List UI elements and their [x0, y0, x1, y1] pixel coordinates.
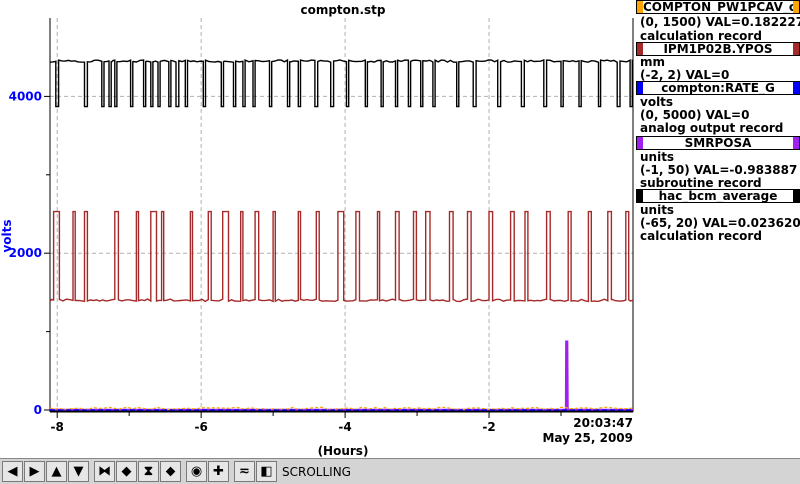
series-ipm1p02b-ypos	[49, 58, 634, 108]
legend-swatch-right	[793, 82, 799, 94]
legend-swatch-right	[793, 43, 799, 55]
legend-name-box[interactable]: COMPTON_PW1PCAV_ca	[636, 0, 800, 14]
zoom-in-y-icon: ⧗	[143, 464, 154, 479]
zoom-out-x-button[interactable]: ◆	[116, 461, 137, 482]
x-tick-label: -6	[194, 420, 207, 434]
y-tick-label: 0	[34, 403, 42, 417]
zoom-out-icon: ◉	[190, 464, 203, 479]
legend: COMPTON_PW1PCAV_ca (0, 1500) VAL=0.18222…	[636, 0, 800, 456]
legend-name-box[interactable]: hac_bcm_average	[636, 189, 800, 203]
legend-record: calculation record	[640, 29, 762, 43]
zoom-out-y-button[interactable]: ⬥	[160, 461, 181, 482]
y-tick-label: 4000	[9, 89, 42, 103]
scroll-left-icon: ◀	[7, 464, 18, 479]
legend-swatch	[637, 137, 643, 149]
zoom-out-button[interactable]: ◉	[186, 461, 207, 482]
legend-range: (-65, 20) VAL=0.0236208	[640, 216, 800, 230]
legend-range: (-1, 50) VAL=-0.983887	[640, 163, 798, 177]
zoom-in-icon: ✚	[213, 464, 224, 479]
x-tick-label: -8	[51, 420, 64, 434]
end-date-label: May 25, 2009	[542, 431, 633, 445]
toolbar: ◀ ▶ ▲ ▼ ⧓ ◆ ⧗ ⬥ ◉ ✚ ≂ ◧ SCROLLING	[0, 458, 800, 484]
legend-name-box[interactable]: IPM1P02B.YPOS	[636, 42, 800, 56]
zoom-in-y-button[interactable]: ⧗	[138, 461, 159, 482]
scroll-down-button[interactable]: ▼	[68, 461, 89, 482]
x-tick-label: -2	[482, 420, 495, 434]
mode-status: SCROLLING	[282, 464, 351, 479]
config-button[interactable]: ≂	[234, 461, 255, 482]
scroll-right-button[interactable]: ▶	[24, 461, 45, 482]
zoom-in-button[interactable]: ✚	[208, 461, 229, 482]
x-tick-label: -4	[338, 420, 351, 434]
legend-swatch-right	[793, 1, 799, 13]
x-axis-title: (Hours)	[318, 444, 369, 458]
legend-units: units	[640, 203, 675, 217]
scroll-up-icon: ▲	[51, 464, 62, 479]
scroll-right-icon: ▶	[29, 464, 40, 479]
chart-title: compton.stp	[300, 3, 385, 17]
legend-range: (0, 1500) VAL=0.182227	[640, 15, 800, 29]
legend-range: (0, 5000) VAL=0	[640, 108, 750, 122]
legend-swatch-right	[793, 190, 799, 202]
series-layer	[49, 58, 634, 412]
config-icon: ≂	[239, 464, 250, 479]
legend-units: units	[640, 150, 675, 164]
legend-name: hac_bcm_average	[658, 190, 778, 202]
zoom-in-x-icon: ⧓	[98, 464, 111, 479]
legend-swatch-right	[793, 137, 799, 149]
stripchart-plot[interactable]: compton.stp 0 2000 4000 -8 -6 -4 -2 volts (Hou…	[0, 0, 800, 458]
legend-swatch	[637, 43, 643, 55]
y-tick-label: 2000	[9, 246, 42, 260]
end-time-label: 20:03:47	[573, 416, 633, 430]
scroll-down-icon: ▼	[73, 464, 84, 479]
series-compton-rate-g	[49, 210, 634, 303]
legend-units: volts	[640, 95, 674, 109]
zoom-in-x-button[interactable]: ⧓	[94, 461, 115, 482]
legend-units: mm	[640, 55, 666, 69]
legend-record: analog output record	[640, 121, 784, 135]
legend-record: subroutine record	[640, 176, 762, 190]
last-buffer-button[interactable]: ◧	[256, 461, 277, 482]
zoom-out-x-icon: ◆	[121, 464, 132, 479]
last-buffer-icon: ◧	[260, 464, 273, 479]
legend-name-box[interactable]: SMRPOSA	[636, 136, 800, 150]
zoom-out-y-icon: ⬥	[165, 464, 176, 479]
legend-name: SMRPOSA	[684, 137, 752, 149]
series-compton-pw1pcav-ca	[49, 406, 634, 411]
legend-name: compton:RATE_G	[661, 82, 775, 94]
legend-swatch	[637, 190, 643, 202]
legend-name: COMPTON_PW1PCAV_ca	[643, 1, 793, 13]
legend-range: (-2, 2) VAL=0	[640, 68, 730, 82]
y-axis-title: volts	[0, 219, 14, 252]
scroll-left-button[interactable]: ◀	[2, 461, 23, 482]
legend-name-box[interactable]: compton:RATE_G	[636, 81, 800, 95]
legend-swatch	[637, 82, 643, 94]
legend-name: IPM1P02B.YPOS	[663, 43, 773, 55]
legend-swatch	[637, 1, 643, 13]
scroll-up-button[interactable]: ▲	[46, 461, 67, 482]
legend-record: calculation record	[640, 229, 762, 243]
